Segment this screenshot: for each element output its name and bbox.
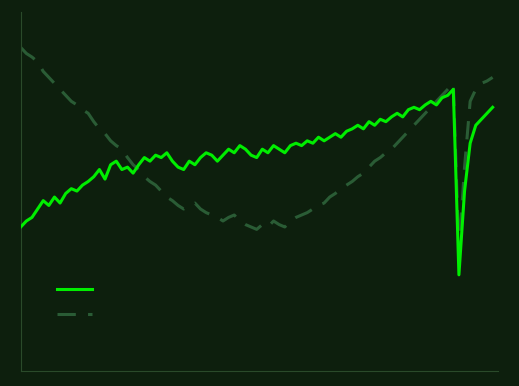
Legend: , : , <box>51 278 108 328</box>
